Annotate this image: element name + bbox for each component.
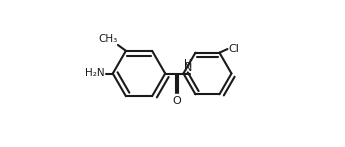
Text: CH₃: CH₃ [98,34,117,44]
Text: H₂N: H₂N [85,69,105,78]
Text: O: O [172,96,181,106]
Text: H: H [184,59,192,69]
Text: Cl: Cl [228,44,239,54]
Text: N: N [184,63,192,73]
